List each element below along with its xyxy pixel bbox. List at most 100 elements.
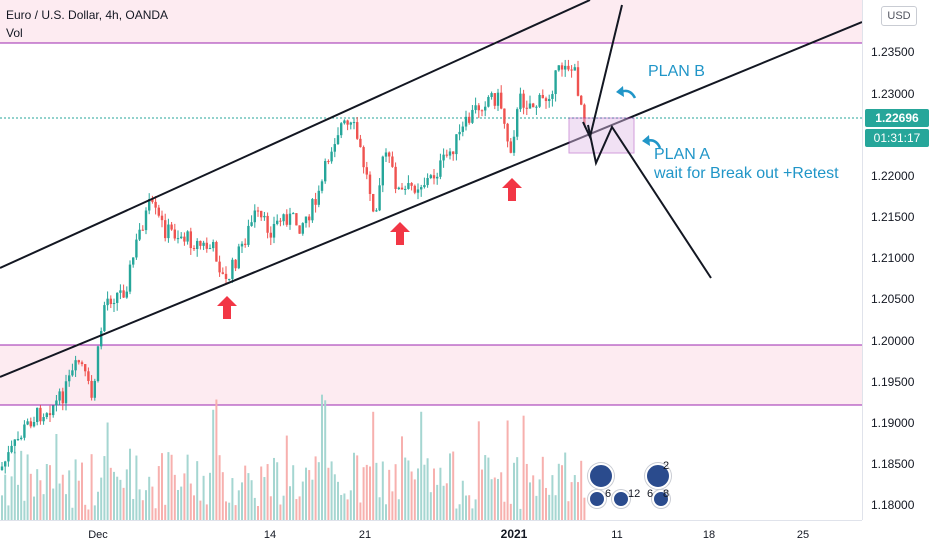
plan-a-title[interactable]: PLAN A — [654, 146, 711, 163]
volume-bar — [71, 507, 74, 520]
candle-body — [42, 417, 45, 422]
volume-bar — [225, 501, 227, 520]
volume-bar — [333, 474, 336, 520]
volume-bar — [74, 459, 77, 520]
volume-bar — [173, 474, 176, 520]
candle-body — [202, 242, 205, 246]
volume-bar — [487, 457, 490, 520]
volume-bar — [404, 457, 407, 520]
candle-body — [490, 93, 493, 97]
price-tick-label: 1.20000 — [871, 334, 915, 348]
candle-body — [442, 154, 445, 161]
candle-body — [548, 98, 551, 102]
currency-button[interactable]: USD — [881, 6, 917, 26]
volume-bar — [260, 466, 263, 520]
price-tick-label: 1.19000 — [871, 416, 915, 430]
volume-bar — [100, 477, 103, 520]
economic-event-flag-icon[interactable] — [652, 490, 670, 508]
candle-body — [84, 364, 87, 372]
volume-bar — [551, 475, 554, 520]
economic-event-flag-icon[interactable] — [612, 490, 630, 508]
economic-event-flag-icon[interactable] — [588, 490, 606, 508]
candle-body — [282, 214, 285, 222]
candle-body — [362, 147, 365, 168]
candle-body — [480, 110, 484, 112]
candle-body — [128, 264, 132, 292]
candle-body — [455, 134, 458, 155]
volume-bar — [161, 453, 163, 520]
volume-bar — [49, 465, 51, 520]
symbol-title[interactable]: Euro / U.S. Dollar, 4h, OANDA — [6, 8, 169, 22]
time-tick-label: 25 — [796, 529, 810, 541]
candle-body — [301, 223, 304, 234]
volume-bar — [311, 479, 314, 520]
candle-body — [343, 120, 346, 124]
candle-body — [36, 407, 39, 422]
price-tick-label: 1.23500 — [871, 45, 915, 59]
volume-bar — [282, 495, 285, 520]
volume-bar — [237, 490, 240, 520]
candle-body — [240, 243, 244, 247]
plan-a-path[interactable] — [587, 124, 712, 279]
plan-a-text[interactable]: wait for Break out +Retest — [654, 165, 839, 182]
volume-bar — [461, 480, 464, 520]
candle-body — [186, 231, 189, 242]
volume-bar — [314, 456, 317, 520]
channel-lower-line[interactable] — [0, 21, 863, 378]
candle-body — [77, 360, 80, 363]
chart-canvas[interactable] — [0, 0, 863, 520]
retest-zone-box[interactable] — [568, 117, 635, 154]
volume-bar — [253, 497, 256, 520]
supply-zone — [0, 0, 862, 43]
economic-event-flag-icon[interactable] — [588, 463, 614, 489]
candle-body — [103, 305, 106, 332]
candle-body — [192, 248, 196, 250]
price-axis[interactable]: USD 1.23500 1.23000 1.22000 1.21500 1.21000 1… — [862, 0, 932, 520]
event-count: 12 — [628, 488, 641, 500]
up-arrow-marker-2[interactable] — [390, 222, 410, 245]
volume-bar — [180, 486, 183, 520]
candle-body — [26, 421, 29, 425]
candle-body — [554, 70, 557, 95]
time-axis[interactable]: Dec 14 21 2021 11 18 25 — [0, 520, 862, 550]
volume-bar — [68, 470, 71, 520]
time-tick-label: 11 — [611, 529, 623, 541]
volume-bar — [365, 464, 368, 520]
candle-body — [224, 273, 228, 280]
volume-bar — [116, 476, 119, 520]
economic-event-flag-icon[interactable] — [645, 463, 671, 489]
volume-bar — [583, 497, 586, 520]
candle-body — [439, 160, 442, 177]
candle-body — [484, 106, 487, 111]
chart-plot-area[interactable]: Euro / U.S. Dollar, 4h, OANDA Vol PLAN B… — [0, 0, 863, 520]
candle-body — [426, 177, 429, 186]
plan-b-label[interactable]: PLAN B — [648, 63, 705, 80]
candle-body — [375, 210, 378, 212]
candle-body — [109, 298, 112, 305]
candle-body — [384, 152, 388, 157]
candle-body — [151, 199, 154, 202]
candle-body — [253, 210, 256, 223]
volume-bar — [465, 495, 467, 520]
candle-body — [528, 103, 532, 109]
candle-body — [116, 292, 119, 303]
up-arrow-marker-1[interactable] — [217, 296, 237, 319]
volume-bar — [477, 421, 480, 520]
candle-body — [160, 215, 164, 221]
volume-bar — [196, 461, 199, 520]
candle-body — [365, 167, 368, 175]
candle-body — [560, 65, 564, 70]
volume-bar — [228, 502, 231, 520]
volume-indicator-label[interactable]: Vol — [6, 26, 23, 40]
volume-bar — [4, 474, 7, 520]
volume-bar — [340, 494, 343, 520]
volume-bar — [388, 469, 391, 520]
up-arrow-marker-3[interactable] — [502, 178, 522, 201]
candle-body — [167, 224, 170, 239]
volume-bar — [356, 455, 359, 520]
candle-body — [544, 98, 548, 102]
channel-upper-line[interactable] — [0, 0, 591, 269]
volume-bar — [474, 499, 477, 520]
candle-body — [208, 248, 212, 250]
volume-bar — [423, 464, 426, 520]
